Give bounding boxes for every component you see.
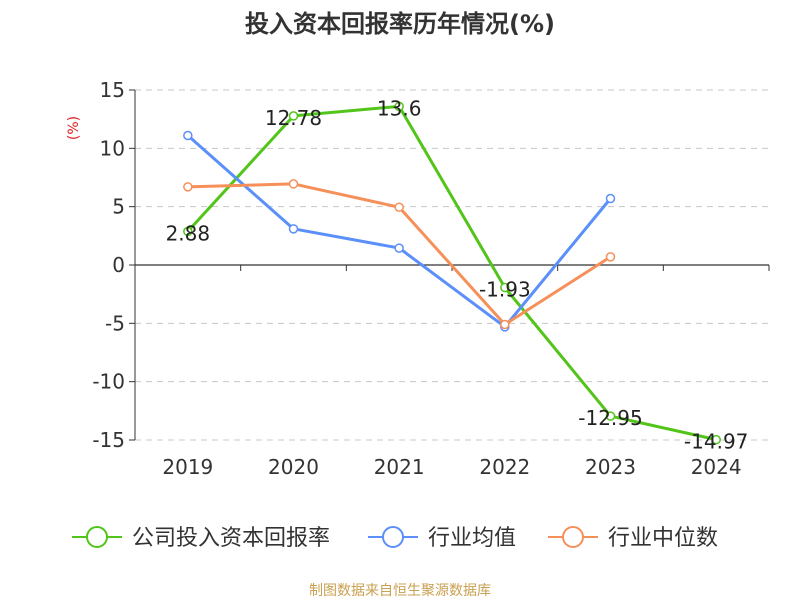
data-label: -14.97 xyxy=(684,430,748,454)
x-tick-label: 2021 xyxy=(374,455,425,479)
y-axis-label: (%) xyxy=(66,116,82,140)
data-point xyxy=(394,202,404,212)
data-point xyxy=(288,111,299,121)
legend-marker xyxy=(382,526,404,548)
data-point xyxy=(183,226,193,237)
data-point xyxy=(500,319,510,330)
y-tick-label: 10 xyxy=(100,136,125,160)
y-tick-label: 15 xyxy=(100,78,125,102)
data-point xyxy=(288,179,299,189)
y-tick-label: 0 xyxy=(112,253,125,277)
data-label: 13.6 xyxy=(377,96,422,120)
chart-title: 投入资本回报率历年情况(%) xyxy=(245,10,555,38)
x-tick-label: 2022 xyxy=(479,455,530,479)
data-point xyxy=(605,193,616,204)
data-points xyxy=(183,101,721,445)
legend-label: 行业中位数 xyxy=(608,526,718,551)
y-tick-label: -5 xyxy=(105,311,125,335)
data-label: -12.95 xyxy=(578,406,642,430)
data-point xyxy=(711,434,721,445)
y-tick-label: -10 xyxy=(92,370,125,394)
series-line-0 xyxy=(186,104,717,442)
data-point xyxy=(183,130,193,141)
x-tick-label: 2020 xyxy=(268,455,319,479)
legend-item: 公司投入资本回报率 xyxy=(72,526,330,551)
data-point xyxy=(605,411,616,421)
data-point xyxy=(394,243,404,253)
data-label: 2.88 xyxy=(166,221,211,245)
data-point xyxy=(183,182,193,192)
legend-label: 行业均值 xyxy=(428,526,516,551)
axes: 15 10 5 0 -5 -10 -15 2019 2020 2021 2022 2023 2024 xyxy=(92,78,770,479)
legend-item: 行业均值 xyxy=(368,526,516,551)
data-labels: 2.88 12.78 13.6 -1.93 -12.95 -14.97 xyxy=(166,96,749,453)
series-lines xyxy=(186,104,717,442)
grid-lines xyxy=(135,89,769,441)
legend: 公司投入资本回报率 行业均值 行业中位数 xyxy=(72,526,718,551)
y-tick-label: -15 xyxy=(92,428,125,452)
legend-item: 行业中位数 xyxy=(548,526,718,551)
x-tick-label: 2019 xyxy=(162,455,213,479)
data-point xyxy=(394,101,404,112)
data-point xyxy=(605,252,616,262)
legend-label: 公司投入资本回报率 xyxy=(132,526,330,551)
data-point xyxy=(500,282,510,293)
y-tick-label: 5 xyxy=(112,195,125,219)
data-label: -1.93 xyxy=(479,278,531,302)
x-tick-label: 2024 xyxy=(691,455,742,479)
data-label: 12.78 xyxy=(265,106,322,130)
legend-marker xyxy=(562,526,584,548)
source-note: 制图数据来自恒生聚源数据库 xyxy=(309,583,491,599)
x-tick-label: 2023 xyxy=(585,455,636,479)
legend-marker xyxy=(86,526,108,548)
data-point xyxy=(288,224,299,234)
